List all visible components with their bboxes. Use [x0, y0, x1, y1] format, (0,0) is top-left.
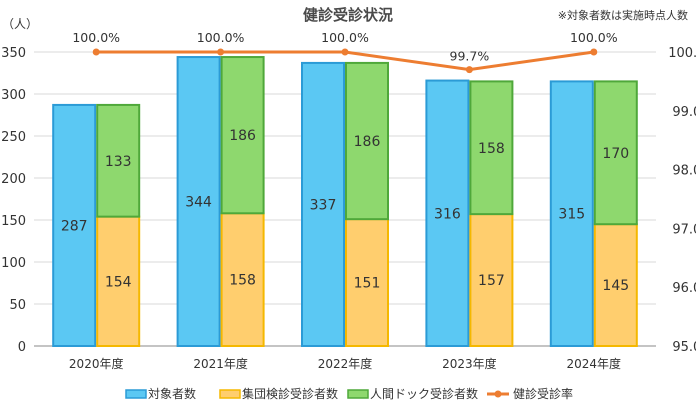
- bar-dock-exam-label: 186: [354, 134, 381, 150]
- y-tick-label: 0: [18, 340, 26, 355]
- legend-swatch: [125, 389, 147, 399]
- y-tick-label: 250: [1, 130, 26, 145]
- bar-group-exam-label: 158: [229, 273, 256, 289]
- rate-label: 100.0%: [321, 30, 369, 45]
- bar-target-count: [549, 80, 594, 348]
- bar-group-exam: [469, 213, 514, 347]
- bar-dock-exam: [96, 103, 141, 218]
- y-tick-label: 200: [1, 172, 26, 187]
- y-axis-unit-label: （人）: [2, 17, 38, 31]
- legend-swatch: [219, 389, 241, 399]
- bar-dock-exam-label: 186: [229, 128, 256, 144]
- bar-group-exam-label: 154: [105, 274, 132, 290]
- chart-title: 健診受診状況: [303, 6, 393, 24]
- legend: 対象者数 集団検診受診者数 人間ドック受診者数 健診受診率: [125, 386, 573, 401]
- bar-target-count: [425, 79, 470, 347]
- x-tick-label: 2021年度: [193, 356, 248, 371]
- bar-target-label: 337: [310, 197, 337, 213]
- bar-target-label: 287: [61, 218, 88, 234]
- bar-group-exam: [96, 215, 141, 347]
- rate-line: [92, 48, 598, 74]
- bar-target-label: 344: [185, 195, 212, 211]
- bar-dock-exam-label: 133: [105, 154, 132, 170]
- y-tick-label: 150: [1, 214, 26, 229]
- rate-label: 100.0%: [197, 30, 245, 45]
- rate-point: [217, 48, 225, 56]
- x-tick-label: 2023年度: [442, 356, 497, 371]
- legend-swatch: [347, 389, 369, 399]
- rate-label: 100.0%: [570, 30, 618, 45]
- data-labels: 287 154 133 344 158 186 337 151 186 316 157 158 315 1…: [61, 30, 629, 294]
- legend-label: 健診受診率: [513, 386, 573, 401]
- bar-target-count: [301, 61, 345, 347]
- chart-note: ※対象者数は実施時点人数: [558, 8, 688, 22]
- bar-dock-exam: [220, 56, 265, 215]
- bar-group-exam: [220, 212, 265, 347]
- rate-label: 100.0%: [72, 30, 120, 45]
- rate-label: 99.7%: [450, 49, 490, 64]
- bar-target-count: [176, 56, 221, 347]
- bar-target-label: 315: [558, 207, 585, 223]
- bar-group-exam-label: 151: [354, 276, 381, 292]
- y2-tick-label: 99.0%: [672, 105, 696, 120]
- bar-group-exam-label: 157: [478, 273, 505, 289]
- bar-dock-exam: [469, 80, 514, 216]
- y2-tick-label: 98.0%: [672, 164, 696, 179]
- y-tick-label: 50: [9, 298, 26, 313]
- y2-tick-label: 100.0%: [668, 46, 696, 61]
- y-tick-label: 350: [1, 46, 26, 61]
- y2-tick-label: 96.0%: [672, 281, 696, 296]
- bar-group-exam-label: 145: [602, 278, 629, 294]
- legend-label: 対象者数: [148, 386, 196, 401]
- y-tick-label: 100: [1, 256, 26, 271]
- legend-label: 人間ドック受診者数: [370, 386, 478, 401]
- x-tick-label: 2020年度: [69, 356, 124, 371]
- bar-dock-exam: [345, 61, 389, 221]
- y-tick-label: 300: [1, 88, 26, 103]
- y2-tick-label: 95.0%: [672, 340, 696, 355]
- rate-point: [92, 48, 100, 56]
- bars: [52, 56, 638, 348]
- y2-tick-label: 97.0%: [672, 222, 696, 237]
- bar-dock-exam-label: 158: [478, 141, 505, 157]
- bar-target-count: [52, 103, 97, 347]
- x-tick-label: 2024年度: [567, 356, 622, 371]
- bar-group-exam: [345, 218, 389, 347]
- x-tick-label: 2022年度: [318, 356, 373, 371]
- axes: 0 50 100 150 200 250 300 350 95.0% 96.0% 97.0% 98.0…: [1, 46, 696, 371]
- bar-target-label: 316: [434, 206, 461, 222]
- rate-point: [590, 48, 598, 56]
- legend-line-marker: [494, 390, 502, 398]
- bar-dock-exam-label: 170: [602, 146, 629, 162]
- bar-dock-exam: [593, 80, 638, 226]
- legend-label: 集団検診受診者数: [242, 386, 338, 401]
- rate-point: [465, 66, 473, 74]
- rate-point: [341, 48, 349, 56]
